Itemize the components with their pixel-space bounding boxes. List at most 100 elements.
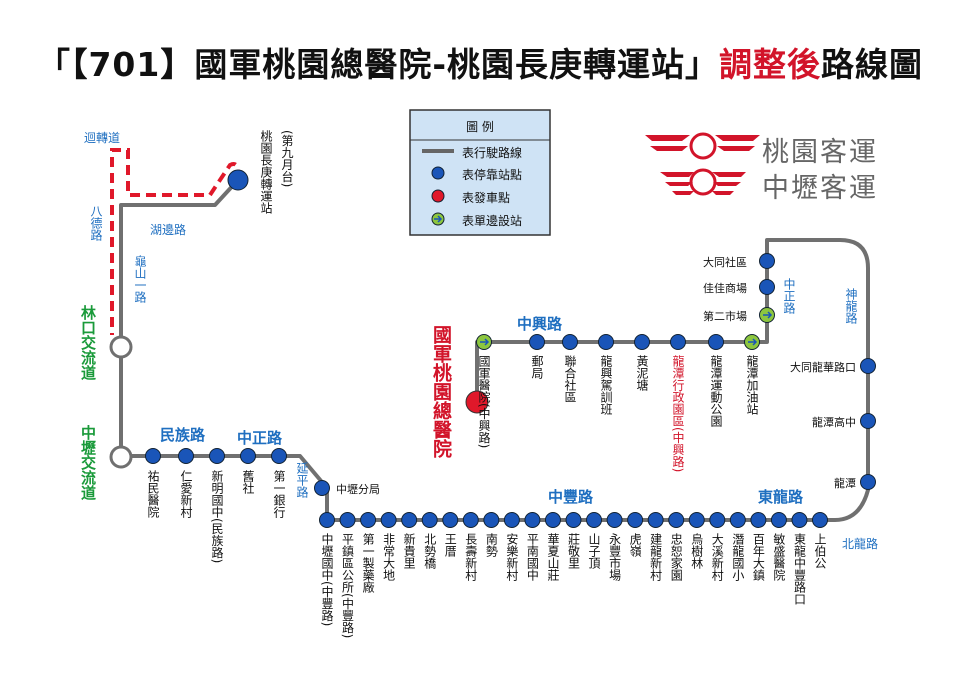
stop: [360, 512, 377, 528]
stop: [627, 512, 644, 528]
stop: [421, 512, 438, 528]
end-terminal-note: (第九月台): [280, 130, 294, 188]
stop: [860, 413, 876, 429]
stop-label: 龍潭高中: [812, 416, 856, 429]
road-label: 湖邊路: [150, 223, 187, 237]
stop-label: 中壢分局: [336, 483, 380, 496]
start-point: [465, 390, 489, 414]
stop-label: 上伯公: [813, 533, 827, 569]
stop: [812, 512, 828, 528]
stop-label: 大同龍華路口: [790, 361, 856, 374]
stop-label: 龍潭加油站: [745, 355, 759, 415]
stop-label: 敏盛醫院: [771, 533, 786, 581]
stop: [240, 448, 256, 464]
stop: [178, 448, 194, 464]
stop-label: 新貴里: [402, 533, 417, 569]
interchange: [109, 445, 133, 469]
stop-label: 舊社: [241, 470, 255, 494]
stop: [503, 512, 520, 528]
stop-label: 建龍新村: [648, 533, 663, 581]
road-label: 神龍路: [844, 288, 858, 324]
stop: [529, 334, 545, 350]
stop: [401, 512, 418, 528]
stop-label: 北勢橋: [422, 533, 437, 569]
stop: [209, 448, 225, 464]
stop: [380, 512, 397, 528]
stop: [145, 448, 161, 464]
direction-arrow: [480, 338, 490, 346]
stop-label: 莊敬里: [566, 533, 581, 569]
stop: [729, 512, 746, 528]
road-label: 北龍路: [842, 537, 879, 551]
stop-label: 永豐市場: [607, 533, 622, 581]
stop-label: 百年大鎮: [751, 533, 766, 581]
logo-mark: [645, 132, 760, 196]
start-terminal-label: 國軍桃園總醫院: [430, 325, 452, 458]
road-label: 迴轉道: [84, 131, 121, 145]
stop-label: 平鎮區公所(中豐路): [340, 533, 355, 639]
stop-label: 第二市場: [703, 310, 747, 323]
stop: [565, 512, 582, 528]
stop-label: 仁愛新村: [179, 470, 193, 518]
route-line: [119, 178, 870, 522]
stop-label: 黃泥塘: [635, 355, 649, 391]
title: 「【701】國軍桃園總醫院-桃園長庚轉運站」調整後路線圖: [0, 38, 960, 86]
stop-label: 忠恕家園: [669, 533, 684, 581]
stop-label: 佳佳商場: [703, 282, 747, 295]
stop-label: 大溪新村: [710, 533, 725, 581]
road-label: 八德路: [89, 205, 103, 241]
stop: [759, 279, 775, 295]
stop-label: 非常大地: [381, 533, 396, 581]
stop-label: 龍興駕訓班: [599, 355, 613, 415]
logo-text: 中壢客運: [762, 173, 878, 204]
stop-label: 第一製藥廠: [361, 533, 376, 593]
stop: [606, 512, 623, 528]
road-label: 中正路: [237, 429, 283, 447]
legend-item: 表發車點: [462, 191, 511, 205]
stop-label: 山子頂: [587, 533, 602, 569]
stop: [634, 334, 650, 350]
title-suffix: 路線圖: [821, 45, 924, 84]
stop: [271, 448, 287, 464]
road-label: 民族路: [160, 426, 206, 444]
stop-label: 平南國中: [525, 533, 540, 581]
legend-title: 圖 例: [466, 120, 494, 134]
stop: [562, 334, 578, 350]
stop: [708, 334, 724, 350]
stop-label: 龍潭行政園區(中興路): [671, 355, 685, 473]
stop-label: 郵局: [530, 355, 544, 379]
road-label: 中豐路: [548, 488, 594, 506]
stop: [319, 512, 335, 528]
stop: [688, 512, 705, 528]
road-label: 中興路: [517, 315, 563, 333]
title-highlight: 調整後: [719, 45, 822, 84]
stop: [483, 512, 500, 528]
legend-stop-sample: [431, 166, 445, 180]
stop: [586, 512, 603, 528]
title-main: 「【701】國軍桃園總醫院-桃園長庚轉運站」: [36, 45, 720, 84]
stop-label: 祐民醫院: [146, 470, 160, 518]
end-point: [227, 169, 249, 191]
end-terminal-label: 桃園長庚轉運站: [259, 130, 273, 214]
direction-arrow: [748, 338, 758, 346]
stop-label: 國軍醫院(中興路): [477, 355, 491, 449]
stop: [860, 474, 876, 490]
logo-text: 桃園客運: [762, 137, 878, 168]
legend-item: 表單邊設站: [462, 214, 523, 228]
stop-label: 聯合社區: [563, 355, 577, 403]
stop-label: 王厝: [443, 533, 458, 557]
road-label: 延平路: [295, 462, 309, 498]
stop: [647, 512, 664, 528]
direction-arrow: [763, 311, 773, 319]
stop-label: 大同社區: [703, 256, 747, 269]
stop: [314, 480, 330, 496]
stop-label: 第一銀行: [272, 470, 286, 518]
road-label: 中正路: [782, 278, 796, 314]
interchange: [109, 335, 133, 359]
stop: [442, 512, 459, 528]
stop-label: 安樂新村: [504, 533, 519, 581]
stop: [860, 358, 876, 374]
stop: [791, 512, 808, 528]
